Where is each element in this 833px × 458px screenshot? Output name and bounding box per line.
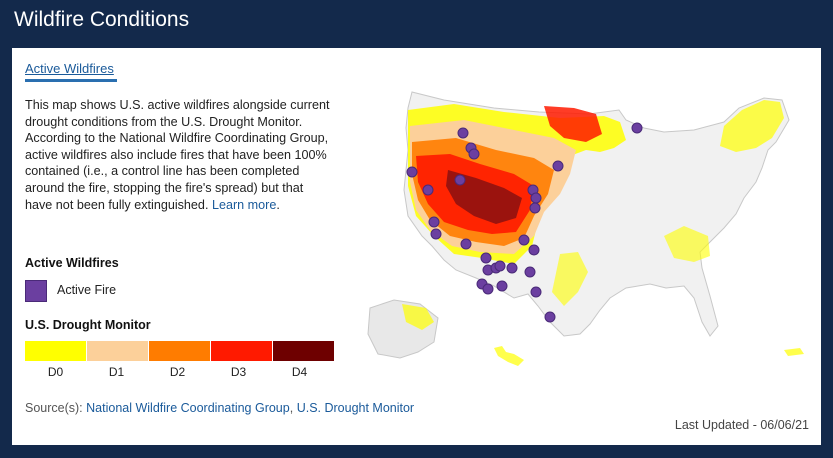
- source-link-nwcg[interactable]: National Wildfire Coordinating Group: [86, 401, 290, 415]
- active-fire-marker[interactable]: [454, 174, 466, 186]
- alaska-land: [367, 299, 439, 359]
- active-fire-markers: [406, 122, 643, 323]
- description-period: .: [276, 197, 280, 212]
- tab-underline: [25, 79, 117, 82]
- active-fire-marker[interactable]: [468, 148, 480, 160]
- active-fire-marker[interactable]: [544, 311, 556, 323]
- description-text: This map shows U.S. active wildfires alo…: [25, 98, 330, 212]
- drought-legend-heading: U.S. Drought Monitor: [25, 318, 151, 332]
- active-fire-marker[interactable]: [406, 166, 418, 178]
- source-separator: ,: [289, 401, 294, 415]
- source-prefix: Source(s):: [25, 401, 83, 415]
- active-fire-marker[interactable]: [460, 238, 472, 250]
- active-fire-marker[interactable]: [480, 252, 492, 264]
- active-fire-swatch: [25, 280, 47, 302]
- drought-swatch-d0: [25, 341, 87, 361]
- tab-active-wildfires[interactable]: Active Wildfires: [25, 61, 114, 76]
- active-fire-marker[interactable]: [430, 228, 442, 240]
- active-fire-marker[interactable]: [524, 266, 536, 278]
- learn-more-link[interactable]: Learn more: [211, 197, 277, 212]
- fires-legend-heading: Active Wildfires: [25, 256, 119, 270]
- description: This map shows U.S. active wildfires alo…: [25, 97, 333, 213]
- active-fire-marker[interactable]: [496, 280, 508, 292]
- drought-d3-north: [544, 106, 602, 142]
- drought-scale-labels: D0 D1 D2 D3 D4: [25, 365, 330, 379]
- drought-label-d4: D4: [291, 365, 308, 379]
- active-fire-marker[interactable]: [530, 192, 542, 204]
- active-fire-marker[interactable]: [457, 127, 469, 139]
- drought-label-d0: D0: [47, 365, 64, 379]
- drought-d0-northeast: [720, 100, 784, 152]
- drought-label-d1: D1: [108, 365, 125, 379]
- active-fire-marker[interactable]: [482, 283, 494, 295]
- drought-label-d3: D3: [230, 365, 247, 379]
- us-drought-wildfire-map[interactable]: [364, 86, 814, 368]
- active-fire-marker[interactable]: [530, 286, 542, 298]
- active-fire-marker[interactable]: [494, 260, 506, 272]
- hawaii-land: [494, 346, 524, 366]
- active-fire-label: Active Fire: [57, 283, 117, 297]
- active-fire-marker[interactable]: [631, 122, 643, 134]
- active-fire-marker[interactable]: [528, 244, 540, 256]
- drought-label-d2: D2: [169, 365, 186, 379]
- content-panel: Active Wildfires This map shows U.S. act…: [12, 48, 821, 445]
- active-fire-marker[interactable]: [529, 202, 541, 214]
- active-fire-marker[interactable]: [422, 184, 434, 196]
- drought-d0-texas: [552, 252, 588, 306]
- active-fire-marker[interactable]: [506, 262, 518, 274]
- source-link-usdm[interactable]: U.S. Drought Monitor: [296, 401, 415, 415]
- drought-swatch-d1: [87, 341, 149, 361]
- active-fire-marker[interactable]: [428, 216, 440, 228]
- drought-swatch-d3: [211, 341, 273, 361]
- drought-scale: [25, 341, 335, 361]
- drought-d0-southeast: [664, 226, 710, 262]
- alaska-drought: [402, 304, 434, 330]
- source-line: Source(s): National Wildfire Coordinatin…: [25, 400, 415, 417]
- drought-d4: [446, 170, 522, 224]
- puerto-rico-land: [784, 348, 804, 356]
- widget-title: Wildfire Conditions: [14, 8, 190, 31]
- drought-swatch-d2: [149, 341, 211, 361]
- active-fire-marker[interactable]: [518, 234, 530, 246]
- last-updated: Last Updated - 06/06/21: [674, 418, 809, 432]
- drought-swatch-d4: [273, 341, 335, 361]
- active-fire-marker[interactable]: [552, 160, 564, 172]
